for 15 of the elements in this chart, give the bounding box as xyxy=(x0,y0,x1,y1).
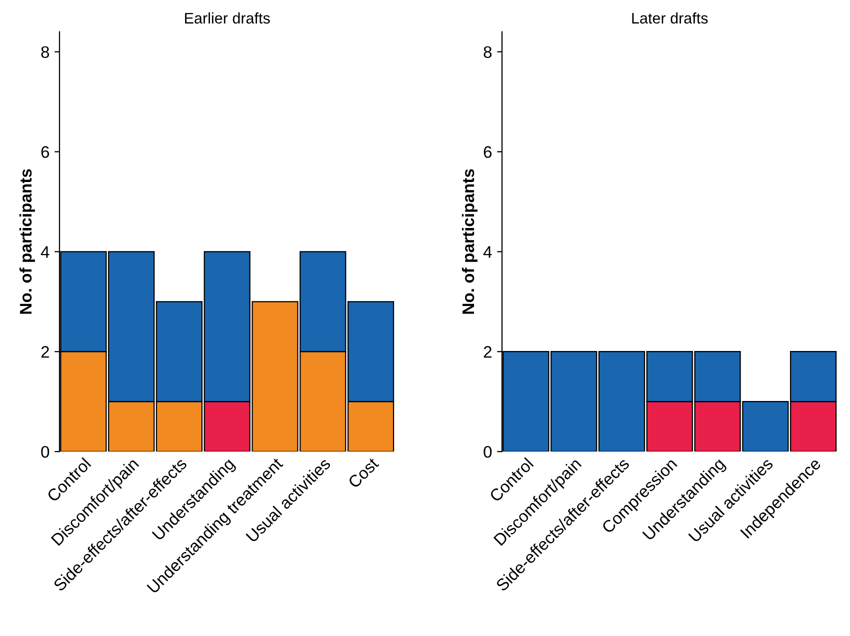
y-tick-label: 4 xyxy=(40,246,50,258)
y-axis-title: No. of participants xyxy=(462,169,478,314)
y-tick-label: 2 xyxy=(41,346,49,358)
y-tick-label: 6 xyxy=(484,146,492,158)
y-tick-label: 6 xyxy=(41,146,50,158)
y-tick-label: 0 xyxy=(41,446,50,458)
chart-title: Earlier drafts xyxy=(185,12,270,24)
chart-title: Later drafts xyxy=(632,12,708,24)
y-axis-title: No. of participants xyxy=(19,169,35,314)
y-tick-label: 0 xyxy=(484,446,492,458)
y-tick-label: 8 xyxy=(484,46,492,58)
y-tick-label: 2 xyxy=(484,346,492,358)
y-tick-label: 4 xyxy=(483,246,492,258)
x-tick-label: Cost xyxy=(347,456,380,489)
y-tick-label: 8 xyxy=(41,46,50,58)
